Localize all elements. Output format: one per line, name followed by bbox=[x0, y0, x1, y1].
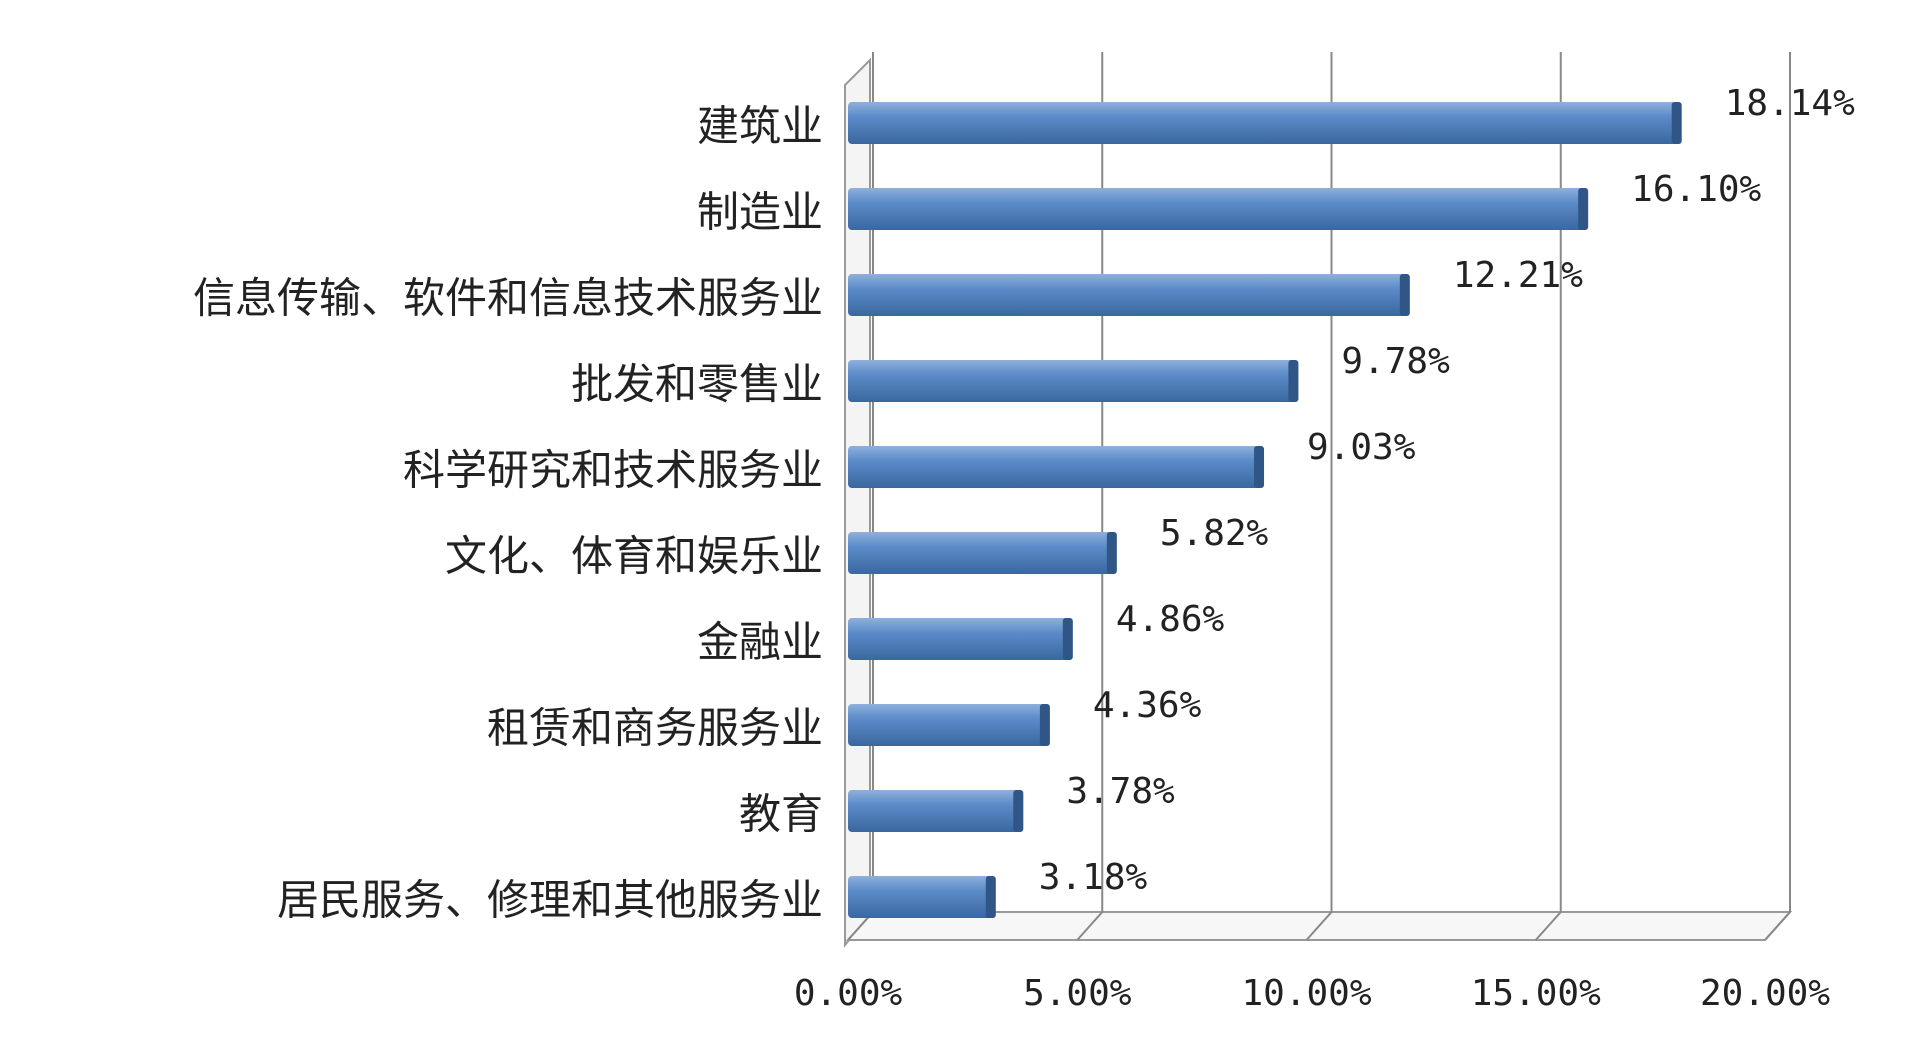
value-label: 16.10% bbox=[1631, 169, 1761, 210]
x-tick-label: 15.00% bbox=[1471, 973, 1601, 1014]
grid-line bbox=[1535, 52, 1562, 941]
value-label: 9.03% bbox=[1307, 427, 1416, 468]
bar bbox=[848, 618, 1071, 660]
bar bbox=[848, 274, 1408, 316]
bar-cap bbox=[985, 876, 996, 918]
y-tick-label: 建筑业 bbox=[697, 102, 823, 151]
value-label: 12.21% bbox=[1453, 255, 1583, 296]
y-tick-label: 制造业 bbox=[697, 188, 823, 237]
y-tick-label: 教育 bbox=[739, 790, 823, 839]
bar bbox=[848, 876, 994, 918]
bar-cap bbox=[1062, 618, 1073, 660]
x-tick-label: 5.00% bbox=[1023, 973, 1132, 1014]
bar-cap bbox=[1039, 704, 1050, 746]
y-tick-label: 文化、体育和娱乐业 bbox=[445, 532, 823, 581]
bar-cap bbox=[1106, 532, 1117, 574]
bar-cap bbox=[1671, 102, 1682, 144]
value-label: 4.86% bbox=[1116, 599, 1225, 640]
y-tick-label: 居民服务、修理和其他服务业 bbox=[277, 876, 823, 925]
value-label: 18.14% bbox=[1725, 83, 1855, 124]
value-label: 9.78% bbox=[1341, 341, 1450, 382]
bar bbox=[848, 704, 1048, 746]
x-tick-label: 0.00% bbox=[794, 973, 903, 1014]
grid-line bbox=[1305, 52, 1333, 941]
y-tick-label: 批发和零售业 bbox=[571, 360, 823, 409]
bar bbox=[848, 360, 1297, 402]
y-tick-label: 信息传输、软件和信息技术服务业 bbox=[193, 274, 823, 323]
value-label: 4.36% bbox=[1093, 685, 1202, 726]
bar-cap bbox=[1013, 790, 1024, 832]
x-tick-label: 10.00% bbox=[1241, 973, 1371, 1014]
value-label: 3.18% bbox=[1039, 857, 1148, 898]
grid-line bbox=[1764, 52, 1791, 941]
bar-cap bbox=[1578, 188, 1589, 230]
bar bbox=[848, 790, 1022, 832]
y-tick-label: 科学研究和技术服务业 bbox=[403, 446, 823, 495]
bar-cap bbox=[1399, 274, 1410, 316]
bar-cap bbox=[1288, 360, 1299, 402]
bar-cap bbox=[1254, 446, 1265, 488]
y-tick-label: 租赁和商务服务业 bbox=[487, 704, 823, 753]
value-label: 3.78% bbox=[1066, 771, 1175, 812]
bar bbox=[848, 446, 1263, 488]
bar bbox=[848, 188, 1587, 230]
y-tick-label: 金融业 bbox=[697, 618, 823, 667]
bar bbox=[848, 102, 1680, 144]
grid-line bbox=[1076, 52, 1104, 941]
x-tick-label: 20.00% bbox=[1700, 973, 1830, 1014]
value-label: 5.82% bbox=[1160, 513, 1269, 554]
bar bbox=[848, 532, 1115, 574]
